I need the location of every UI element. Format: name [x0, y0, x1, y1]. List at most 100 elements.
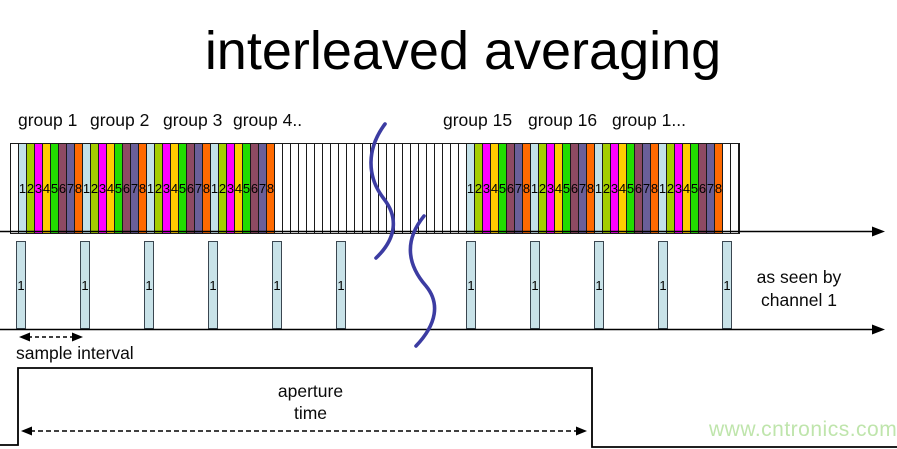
- slot-8: 8: [587, 144, 595, 233]
- slot-5: 5: [243, 144, 251, 233]
- slot-2: 2: [91, 144, 99, 233]
- slot-6: 6: [699, 144, 707, 233]
- slot-8: 8: [267, 144, 275, 233]
- channel1-caption-line1: as seen by: [756, 267, 842, 287]
- blank-slot: [299, 144, 307, 233]
- slot-1: 1: [147, 144, 155, 233]
- blank-slot: [339, 144, 347, 233]
- slot-4: 4: [171, 144, 179, 233]
- slot-4: 4: [491, 144, 499, 233]
- blank-slot: [379, 144, 387, 233]
- slot-1: 1: [83, 144, 91, 233]
- channel1-caption: as seen by channel 1: [740, 266, 858, 312]
- blank-slot: [11, 144, 19, 233]
- slot-3: 3: [611, 144, 619, 233]
- slot-3: 3: [227, 144, 235, 233]
- group-label-4: group 4..: [233, 110, 303, 130]
- slot-6: 6: [59, 144, 67, 233]
- slot-4: 4: [683, 144, 691, 233]
- slot-3: 3: [163, 144, 171, 233]
- blank-slot: [387, 144, 395, 233]
- blank-slot: [315, 144, 323, 233]
- slot-6: 6: [571, 144, 579, 233]
- slot-2: 2: [155, 144, 163, 233]
- slot-timeline-arrowhead-icon: [872, 226, 885, 237]
- slot-8: 8: [651, 144, 659, 233]
- slot-5: 5: [627, 144, 635, 233]
- slot-2: 2: [539, 144, 547, 233]
- slot-5: 5: [563, 144, 571, 233]
- aperture-label-line2: time: [293, 402, 328, 423]
- slot-7: 7: [515, 144, 523, 233]
- channel1-sample-bar: 1: [144, 241, 154, 329]
- slot-1: 1: [467, 144, 475, 233]
- slot-8: 8: [203, 144, 211, 233]
- slot-2: 2: [27, 144, 35, 233]
- channel1-sample-bar: 1: [658, 241, 668, 329]
- slot-6: 6: [635, 144, 643, 233]
- slot-3: 3: [483, 144, 491, 233]
- group-label-1: group 1: [18, 110, 78, 130]
- blank-slot: [371, 144, 379, 233]
- slot-4: 4: [555, 144, 563, 233]
- sample-interval-label: sample interval: [16, 343, 134, 363]
- slot-1: 1: [595, 144, 603, 233]
- aperture-left-arrowhead-icon: [21, 426, 32, 436]
- slot-7: 7: [643, 144, 651, 233]
- slot-6: 6: [251, 144, 259, 233]
- slot-4: 4: [619, 144, 627, 233]
- slot-2: 2: [603, 144, 611, 233]
- blank-slot: [363, 144, 371, 233]
- channel1-sample-bar: 1: [530, 241, 540, 329]
- blank-slot: [275, 144, 283, 233]
- slot-8: 8: [75, 144, 83, 233]
- slot-5: 5: [179, 144, 187, 233]
- channel1-sample-bar: 1: [272, 241, 282, 329]
- blank-slot: [323, 144, 331, 233]
- slot-2: 2: [667, 144, 675, 233]
- slot-3: 3: [675, 144, 683, 233]
- channel1-sample-bar: 1: [336, 241, 346, 329]
- slot-4: 4: [235, 144, 243, 233]
- blank-slot: [451, 144, 459, 233]
- blank-slot: [395, 144, 403, 233]
- blank-slot: [427, 144, 435, 233]
- blank-slot: [331, 144, 339, 233]
- watermark-text: www.cntronics.com: [709, 418, 897, 441]
- slot-8: 8: [715, 144, 723, 233]
- slot-6: 6: [123, 144, 131, 233]
- slot-7: 7: [131, 144, 139, 233]
- slot-1: 1: [531, 144, 539, 233]
- blank-slot: [731, 144, 739, 233]
- channel1-sample-bar: 1: [208, 241, 218, 329]
- sample-interval-left-arrowhead-icon: [19, 332, 30, 342]
- blank-slot: [347, 144, 355, 233]
- slot-7: 7: [67, 144, 75, 233]
- slot-7: 7: [579, 144, 587, 233]
- channel1-sample-bar: 1: [722, 241, 732, 329]
- blank-slot: [307, 144, 315, 233]
- slot-1: 1: [659, 144, 667, 233]
- blank-slot: [443, 144, 451, 233]
- slot-8: 8: [523, 144, 531, 233]
- slot-2: 2: [475, 144, 483, 233]
- channel1-sample-bar: 1: [594, 241, 604, 329]
- slot-1: 1: [19, 144, 27, 233]
- blank-slot: [723, 144, 731, 233]
- group-label-15: group 15: [443, 110, 513, 130]
- slot-6: 6: [187, 144, 195, 233]
- blank-slot: [459, 144, 467, 233]
- group-label-3: group 3: [163, 110, 223, 130]
- slot-7: 7: [195, 144, 203, 233]
- slot-4: 4: [107, 144, 115, 233]
- slot-3: 3: [547, 144, 555, 233]
- group-label-16: group 16: [528, 110, 598, 130]
- group-label-1b: group 1...: [612, 110, 686, 130]
- aperture-time-label: aperture time: [253, 381, 368, 425]
- sample-interval-right-arrowhead-icon: [72, 332, 83, 342]
- group-label-2: group 2: [90, 110, 150, 130]
- aperture-label-line1: aperture: [277, 381, 344, 401]
- slot-6: 6: [507, 144, 515, 233]
